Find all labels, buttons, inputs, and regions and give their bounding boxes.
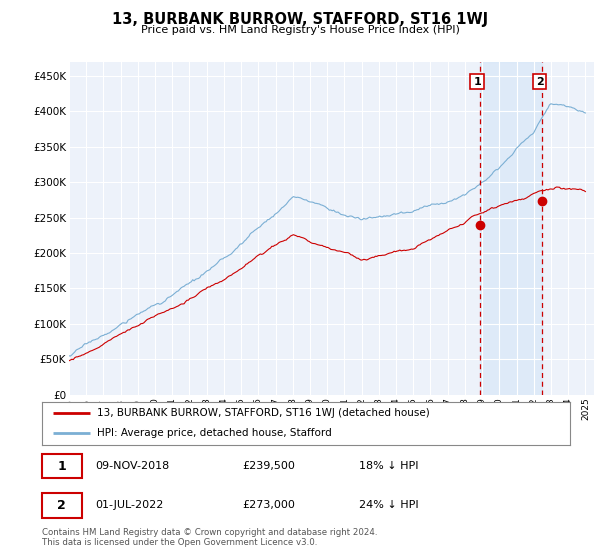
FancyBboxPatch shape bbox=[42, 493, 82, 517]
Text: £239,500: £239,500 bbox=[242, 461, 296, 471]
Text: Price paid vs. HM Land Registry's House Price Index (HPI): Price paid vs. HM Land Registry's House … bbox=[140, 25, 460, 35]
Text: 13, BURBANK BURROW, STAFFORD, ST16 1WJ: 13, BURBANK BURROW, STAFFORD, ST16 1WJ bbox=[112, 12, 488, 27]
Text: 01-JUL-2022: 01-JUL-2022 bbox=[95, 501, 163, 511]
FancyBboxPatch shape bbox=[42, 454, 82, 478]
Text: HPI: Average price, detached house, Stafford: HPI: Average price, detached house, Staf… bbox=[97, 428, 332, 438]
Bar bbox=[480, 62, 542, 395]
Text: 13, BURBANK BURROW, STAFFORD, ST16 1WJ (detached house): 13, BURBANK BURROW, STAFFORD, ST16 1WJ (… bbox=[97, 408, 430, 418]
Text: Contains HM Land Registry data © Crown copyright and database right 2024.
This d: Contains HM Land Registry data © Crown c… bbox=[42, 528, 377, 547]
Text: 1: 1 bbox=[473, 77, 481, 87]
Text: £273,000: £273,000 bbox=[242, 501, 296, 511]
Text: 2: 2 bbox=[536, 77, 544, 87]
Text: 1: 1 bbox=[58, 460, 66, 473]
Text: 09-NOV-2018: 09-NOV-2018 bbox=[95, 461, 169, 471]
Text: 2: 2 bbox=[58, 499, 66, 512]
Text: 24% ↓ HPI: 24% ↓ HPI bbox=[359, 501, 418, 511]
Text: 18% ↓ HPI: 18% ↓ HPI bbox=[359, 461, 418, 471]
